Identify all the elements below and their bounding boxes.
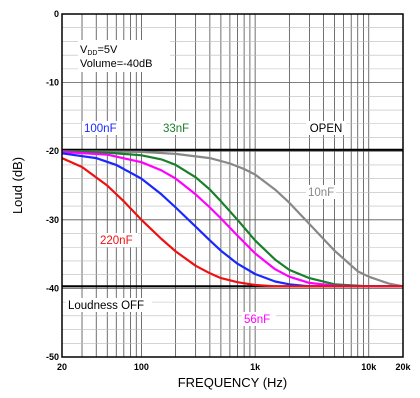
- curve-label-loudness-off: Loudness OFF: [68, 300, 144, 312]
- x-axis-label: FREQUENCY (Hz): [178, 375, 288, 390]
- curve-label-100nf: 100nF: [84, 123, 117, 135]
- y-tick-label: -20: [46, 146, 59, 156]
- y-tick-label: -50: [46, 352, 59, 362]
- annotation-background: [78, 40, 170, 72]
- label-background: [66, 298, 152, 312]
- annotation-volume: Volume=-40dB: [80, 58, 152, 70]
- x-tick-label: 1k: [250, 362, 261, 372]
- series-lines: [61, 148, 404, 288]
- label-background: [306, 121, 346, 135]
- label-background: [306, 185, 336, 199]
- x-tick-label: 10k: [361, 362, 377, 372]
- series-line-10nf: [61, 150, 404, 288]
- curve-label-open: OPEN: [310, 123, 343, 135]
- curve-label-220nf: 220nF: [100, 235, 133, 247]
- x-tick-label: 20k: [395, 362, 411, 372]
- curve-label-33nf: 33nF: [163, 123, 189, 135]
- y-tick-label: -10: [46, 78, 59, 88]
- y-axis-label: Loud (dB): [10, 157, 25, 214]
- series-line-56nf: [61, 150, 403, 288]
- y-tick-label: -40: [46, 283, 59, 293]
- curve-label-56nf: 56nF: [244, 314, 270, 326]
- x-tick-label: 100: [134, 362, 149, 372]
- curve-labels: 100nF 33nF OPEN 10nF 220nF Loudness OFF 56nF: [66, 121, 346, 326]
- y-tick-label: 0: [54, 9, 59, 19]
- label-background: [242, 312, 276, 326]
- axis-ticks: 20 100 1k 10k 20k 0 -10 -20 -30 -40 -50: [46, 9, 412, 372]
- label-background: [98, 233, 138, 247]
- curve-label-10nf: 10nF: [308, 187, 334, 199]
- series-line-220nf: [61, 157, 403, 288]
- label-background: [82, 121, 122, 135]
- label-background: [161, 121, 195, 135]
- series-line-33nf: [61, 150, 403, 288]
- annotation-vdd: VDD=5V: [80, 44, 118, 57]
- y-tick-label: -30: [46, 215, 59, 225]
- plot-frame: [61, 13, 404, 358]
- x-tick-label: 20: [57, 362, 67, 372]
